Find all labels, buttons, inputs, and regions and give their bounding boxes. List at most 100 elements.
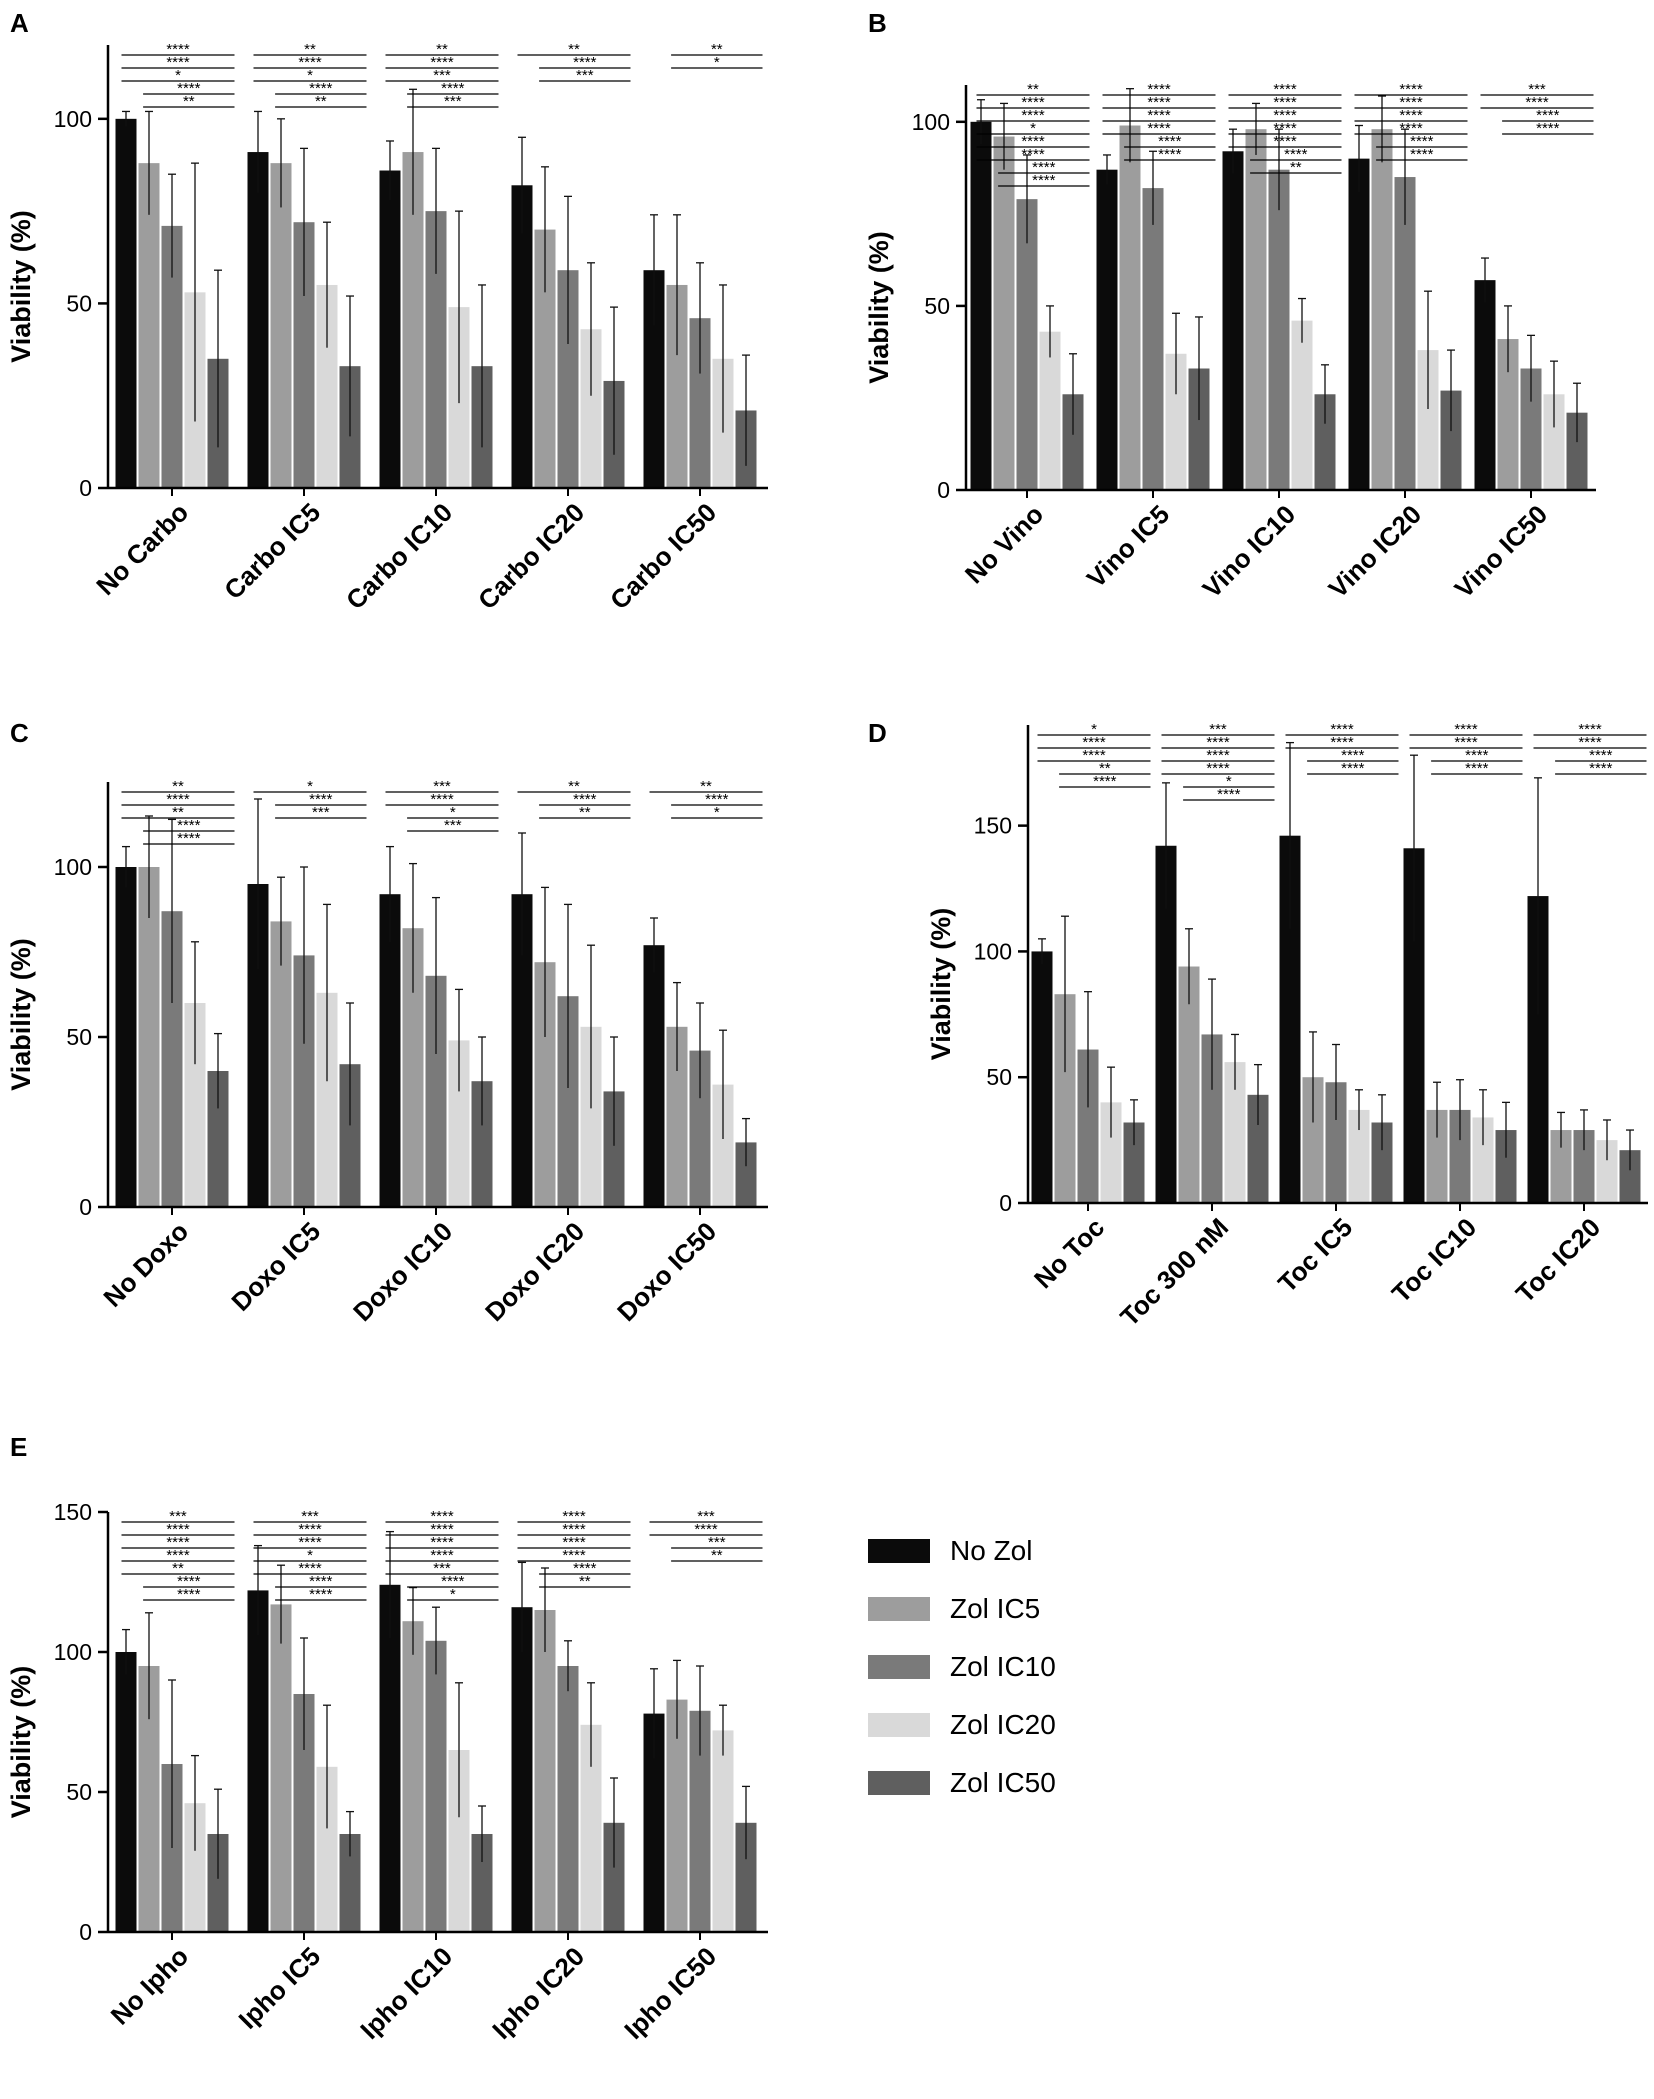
significance-label: **** [177,80,201,97]
bar [712,1084,734,1207]
significance-label: * [307,1547,313,1564]
bar [534,229,556,489]
significance-label: **** [573,54,597,71]
x-tick-label: Toc IC10 [1386,1212,1482,1308]
y-tick-label: 50 [66,1024,92,1050]
panel-letter-c: C [10,718,29,748]
significance-label: **** [298,54,322,71]
significance-label: ** [315,93,327,110]
significance-label: * [1226,773,1232,790]
significance-label: ** [183,93,195,110]
bar [207,1834,229,1932]
bar [666,1026,688,1207]
significance-label: **** [705,791,729,808]
significance-label: **** [1206,734,1230,751]
significance-label: **** [1147,81,1171,98]
legend-swatch [868,1597,930,1621]
significance-label: * [714,804,720,821]
x-tick-label: Ipho IC50 [618,1941,722,2045]
x-tick-label: Doxo IC20 [479,1216,590,1327]
bar [1188,368,1210,490]
significance-label: **** [1330,734,1354,751]
significance-label: **** [298,1521,322,1538]
bar [115,118,137,488]
legend-item: Zol IC50 [868,1754,1056,1812]
bar [448,1040,470,1207]
bar [666,284,688,488]
bar [402,928,424,1207]
significance-label: **** [562,1534,586,1551]
y-axis-label: Viability (%) [6,210,36,363]
bar [1077,1049,1099,1203]
y-tick-label: 0 [937,477,950,503]
bar [471,1834,493,1932]
legend-label: No Zol [950,1535,1033,1566]
significance-label: **** [1082,747,1106,764]
bar [557,996,579,1207]
bar [1371,129,1393,490]
significance-label: ** [711,41,723,58]
significance-label: **** [1578,734,1602,751]
significance-label: **** [309,1573,333,1590]
y-tick-label: 0 [79,475,92,501]
significance-label: **** [1330,721,1354,738]
x-tick-label: Vino IC20 [1323,499,1428,604]
significance-label: **** [1093,773,1117,790]
bar [247,1590,269,1932]
bar [1247,1094,1269,1203]
significance-label: ** [1099,760,1111,777]
bar [1403,848,1425,1203]
significance-label: ** [711,1547,723,1564]
bar [1325,1082,1347,1203]
bar [557,270,579,488]
bar [580,1026,602,1207]
significance-label: **** [1021,146,1045,163]
bar [1054,994,1076,1203]
bar [1165,353,1187,490]
bar [161,225,183,488]
x-tick-label: Carbo IC5 [218,497,326,605]
significance-label: **** [430,1547,454,1564]
bar [993,136,1015,490]
legend-item: Zol IC5 [868,1580,1056,1638]
significance-label: **** [1021,107,1045,124]
significance-label: **** [1021,133,1045,150]
y-tick-label: 100 [912,109,950,135]
significance-label: **** [1217,786,1241,803]
bar [138,1666,160,1932]
significance-label: * [175,67,181,84]
significance-label: **** [166,41,190,58]
significance-label: **** [1273,94,1297,111]
bar [1596,1140,1618,1203]
x-tick-label: Doxo IC5 [225,1216,326,1317]
x-tick-label: Toc IC20 [1510,1212,1606,1308]
bar [115,1652,137,1932]
significance-label: **** [1399,81,1423,98]
legend-swatch [868,1539,930,1563]
legend-item: No Zol [868,1522,1056,1580]
significance-label: *** [697,1508,715,1525]
significance-label: ** [1027,81,1039,98]
legend-swatch [868,1655,930,1679]
significance-label: *** [433,1560,451,1577]
y-tick-label: 0 [79,1194,92,1220]
significance-label: **** [1147,120,1171,137]
y-tick-label: 50 [66,1779,92,1805]
legend-label: Zol IC10 [950,1651,1056,1682]
legend-item: Zol IC10 [868,1638,1056,1696]
significance-label: ** [568,778,580,795]
significance-label: **** [1454,734,1478,751]
x-tick-label: No Vino [959,499,1049,589]
bar [1314,394,1336,490]
significance-label: **** [1032,159,1056,176]
bar [270,1604,292,1932]
significance-label: **** [1021,94,1045,111]
y-tick-label: 50 [986,1064,1012,1090]
bar [207,1071,229,1207]
y-tick-label: 50 [66,290,92,316]
x-tick-label: No Toc [1028,1212,1110,1294]
significance-label: **** [1399,120,1423,137]
bar [1472,1117,1494,1203]
significance-label: **** [166,791,190,808]
